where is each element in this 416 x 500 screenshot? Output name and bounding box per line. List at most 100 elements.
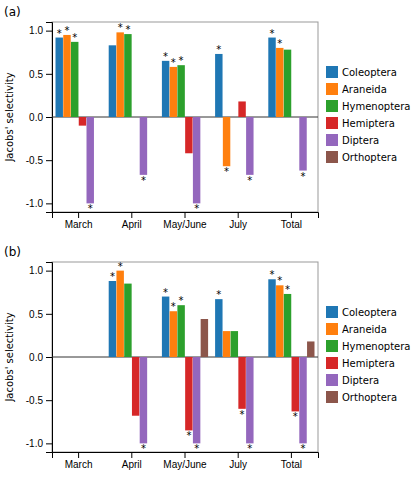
x-tick-label: March: [65, 459, 93, 470]
legend-swatch: [326, 357, 338, 369]
x-tick-mark: [131, 212, 132, 218]
bar: [223, 117, 230, 166]
bar: [56, 38, 63, 117]
legend: ColeopteraAraneidaHymenopteraHemipteraDi…: [326, 66, 410, 163]
y-axis-title: Jacobs' selectivity: [4, 72, 15, 162]
x-tick-mark: [78, 212, 79, 218]
bar: [299, 117, 306, 171]
y-tick: 0.0: [29, 352, 52, 363]
legend-swatch: [326, 134, 338, 146]
y-axis: -1.0-0.50.00.51.0: [26, 23, 53, 213]
x-axis: MarchAprilMay/JuneJulyTotal: [53, 452, 319, 470]
annotation: *: [125, 24, 130, 35]
panel: -1.0-0.50.00.51.0MarchAprilMay/JuneJulyT…: [26, 22, 319, 230]
annotation: *: [277, 38, 282, 49]
bar: [231, 331, 238, 357]
bars: [52, 271, 318, 444]
legend-label: Hemiptera: [342, 358, 395, 369]
plot-frame: [52, 262, 318, 452]
y-tick: -1.0: [26, 198, 52, 209]
annotation: *: [224, 166, 229, 177]
x-tick: Total: [281, 212, 302, 230]
legend-item: Orthoptera: [326, 391, 397, 403]
y-tick-label: 0.0: [29, 112, 43, 123]
y-tick-label: 0.5: [29, 309, 43, 320]
bars: [52, 32, 318, 203]
legend-swatch: [326, 323, 338, 335]
legend-label: Coleoptera: [342, 307, 397, 318]
bar: [63, 35, 70, 117]
legend-label: Hymenoptera: [342, 341, 410, 352]
legend-label: Hymenoptera: [342, 101, 410, 112]
x-tick-mark: [185, 452, 186, 458]
legend-swatch: [326, 117, 338, 129]
annotation: *: [141, 443, 146, 454]
annotation: *: [163, 51, 168, 62]
y-tick: -0.5: [26, 395, 52, 406]
x-tick: April: [122, 212, 142, 230]
y-tick: 1.0: [29, 265, 52, 276]
y-tick-mark: [46, 314, 52, 315]
axis-line: [53, 453, 319, 459]
y-tick-mark: [46, 203, 52, 204]
bar: [223, 331, 230, 357]
y-tick-label: -1.0: [26, 198, 44, 209]
annotation: *: [277, 275, 282, 286]
bar: [185, 117, 192, 153]
annotation: *: [64, 25, 69, 36]
legend-label: Araneida: [342, 324, 387, 335]
bar: [284, 50, 291, 117]
bar: [124, 284, 131, 357]
bar: [215, 54, 222, 117]
bar: [109, 281, 116, 357]
legend-item: Orthoptera: [326, 151, 397, 163]
annotation: *: [57, 28, 62, 39]
y-tick-mark: [46, 400, 52, 401]
y-tick: 0.5: [29, 309, 52, 320]
bar: [109, 45, 116, 117]
legend-label: Diptera: [342, 135, 379, 146]
x-tick: July: [229, 452, 247, 470]
annotation: *: [216, 44, 221, 55]
annotation: *: [285, 284, 290, 295]
annotation: *: [301, 443, 306, 454]
y-tick: -1.0: [26, 438, 52, 449]
annotation: *: [270, 269, 275, 280]
y-axis: -1.0 -0.5 0.0 0.5 1.0: [26, 263, 53, 453]
x-tick: April: [122, 452, 142, 470]
panel-label: (b): [4, 245, 21, 259]
bar: [170, 67, 177, 117]
bar: [268, 279, 275, 357]
panel-label: (a): [4, 5, 21, 19]
x-tick: March: [65, 212, 93, 230]
annotation: *: [216, 289, 221, 300]
x-tick: March: [65, 452, 93, 470]
y-tick-label: 1.0: [29, 25, 43, 36]
bar: [79, 117, 86, 126]
y-tick-mark: [46, 31, 52, 32]
y-tick-mark: [46, 117, 52, 118]
y-tick-mark: [46, 160, 52, 161]
annotation: *: [88, 203, 93, 214]
y-axis-title: Jacobs' selectivity: [4, 312, 15, 402]
annotation: *: [293, 411, 298, 422]
bar: [215, 299, 222, 357]
bar: [193, 357, 200, 443]
axis-line: [46, 23, 53, 213]
legend-label: Orthoptera: [342, 152, 397, 163]
x-tick-mark: [131, 452, 132, 458]
x-tick: July: [229, 212, 247, 230]
y-tick-label: -1.0: [26, 438, 44, 449]
annotation: *: [194, 443, 199, 454]
bar: [140, 117, 147, 175]
bar: [162, 297, 169, 357]
legend-label: Coleoptera: [342, 67, 397, 78]
x-tick-mark: [238, 452, 239, 458]
legend-item: Diptera: [326, 134, 379, 146]
y-tick-label: 0.0: [29, 352, 43, 363]
y-tick-mark: [46, 443, 52, 444]
x-tick-label: May/June: [163, 459, 207, 470]
y-tick: 0.5: [29, 69, 52, 80]
x-tick-mark: [185, 212, 186, 218]
annotation: *: [141, 175, 146, 186]
